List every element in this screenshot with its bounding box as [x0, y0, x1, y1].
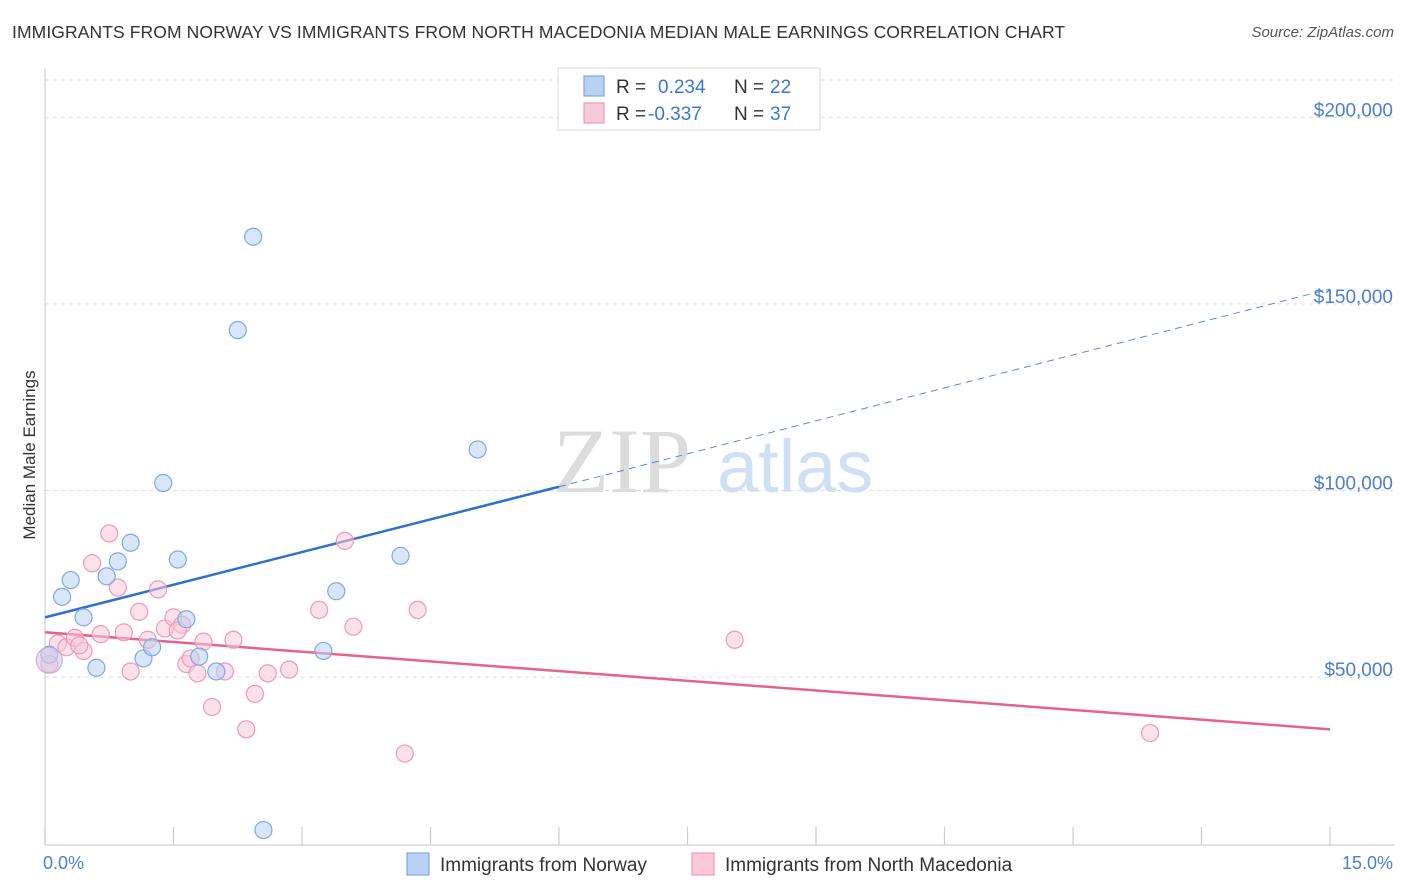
point-norway [74, 608, 93, 627]
point-north-macedonia [188, 664, 207, 683]
y-tick-label: $100,000 [1314, 473, 1393, 494]
point-norway [190, 647, 209, 666]
legend-n-label-norway: N = [734, 77, 764, 98]
point-norway [468, 440, 487, 459]
trend-line-norway [44, 485, 560, 619]
point-north-macedonia [237, 720, 256, 739]
x-tick-label: 0.0% [43, 853, 84, 873]
data-points [35, 227, 1160, 840]
point-norway [108, 552, 127, 571]
point-norway [53, 587, 72, 606]
point-norway [97, 567, 116, 586]
legend-n-value-norway: 22 [770, 77, 791, 98]
point-north-macedonia [310, 600, 329, 620]
gridlines [45, 79, 1395, 678]
legend-r-label-macedonia: R = [616, 104, 646, 125]
point-north-macedonia [344, 617, 363, 636]
bottom-legend-swatch-macedonia [691, 852, 715, 876]
point-north-macedonia [245, 684, 264, 703]
point-norway [154, 473, 173, 493]
y-axis-label: Median Male Earnings [20, 370, 39, 539]
point-north-macedonia [83, 554, 102, 573]
y-tick-label: $200,000 [1314, 100, 1393, 121]
legend-swatch-norway [583, 75, 605, 97]
chart-title: IMMIGRANTS FROM NORWAY VS IMMIGRANTS FRO… [12, 22, 1066, 42]
point-north-macedonia [148, 580, 168, 599]
point-north-macedonia [202, 697, 222, 717]
point-norway [142, 638, 162, 657]
point-norway [254, 820, 273, 840]
point-north-macedonia [280, 660, 299, 679]
axes [44, 68, 1395, 846]
point-north-macedonia [408, 600, 427, 620]
point-north-macedonia [100, 524, 119, 543]
trend-line-norway-extrapolated [558, 288, 1331, 488]
point-norway [207, 662, 226, 681]
point-norway [314, 641, 333, 661]
bottom-legend-norway: Immigrants from Norway [440, 855, 647, 876]
legend-n-value-macedonia: 37 [770, 104, 791, 125]
point-north-macedonia [224, 630, 243, 649]
point-north-macedonia [91, 625, 110, 644]
point-norway [177, 610, 196, 629]
point-north-macedonia [725, 630, 744, 649]
watermark-zip: ZIP [553, 410, 691, 512]
point-norway [228, 320, 247, 340]
source-label: Source: ZipAtlas.com [1251, 24, 1394, 41]
point-norway [244, 227, 263, 246]
y-tick-label: $50,000 [1324, 660, 1393, 681]
legend-r-value-norway: 0.234 [658, 77, 706, 98]
point-north-macedonia [194, 632, 213, 651]
point-north-macedonia [108, 578, 127, 597]
point-norway [121, 533, 140, 552]
y-tick-label: $150,000 [1314, 287, 1393, 308]
point-north-macedonia [335, 531, 354, 550]
legend-r-value-macedonia: -0.337 [648, 104, 702, 125]
point-north-macedonia [395, 744, 414, 763]
point-north-macedonia [258, 664, 277, 683]
x-tick-label: 15.0% [1342, 853, 1393, 873]
bottom-legend-swatch-norway [406, 852, 430, 876]
legend-r-label-norway: R = [616, 77, 646, 98]
watermark-atlas: atlas [717, 425, 873, 508]
x-tick-labels: 0.0% 15.0% [43, 853, 1393, 873]
point-cluster [35, 646, 63, 674]
legend-n-label-macedonia: N = [734, 104, 764, 125]
bottom-legend-macedonia: Immigrants from North Macedonia [725, 855, 1013, 876]
point-north-macedonia [70, 636, 89, 655]
trend-line-north-macedonia [44, 631, 1331, 731]
point-norway [168, 550, 187, 569]
point-norway [61, 570, 80, 590]
watermark: ZIP atlas [553, 410, 873, 512]
y-tick-labels: $50,000 $100,000 $150,000 $200,000 [1314, 100, 1393, 681]
point-north-macedonia [114, 623, 133, 642]
point-norway [87, 658, 106, 677]
point-north-macedonia [130, 602, 149, 621]
point-norway [327, 582, 346, 601]
trend-lines [44, 288, 1331, 731]
point-north-macedonia [121, 662, 140, 681]
legend-box: R = 0.234 N = 22 R = -0.337 N = 37 [557, 67, 821, 131]
point-north-macedonia [1140, 723, 1160, 743]
bottom-legend: Immigrants from Norway Immigrants from N… [406, 852, 1013, 876]
point-norway [391, 546, 410, 565]
legend-swatch-macedonia [583, 102, 605, 124]
